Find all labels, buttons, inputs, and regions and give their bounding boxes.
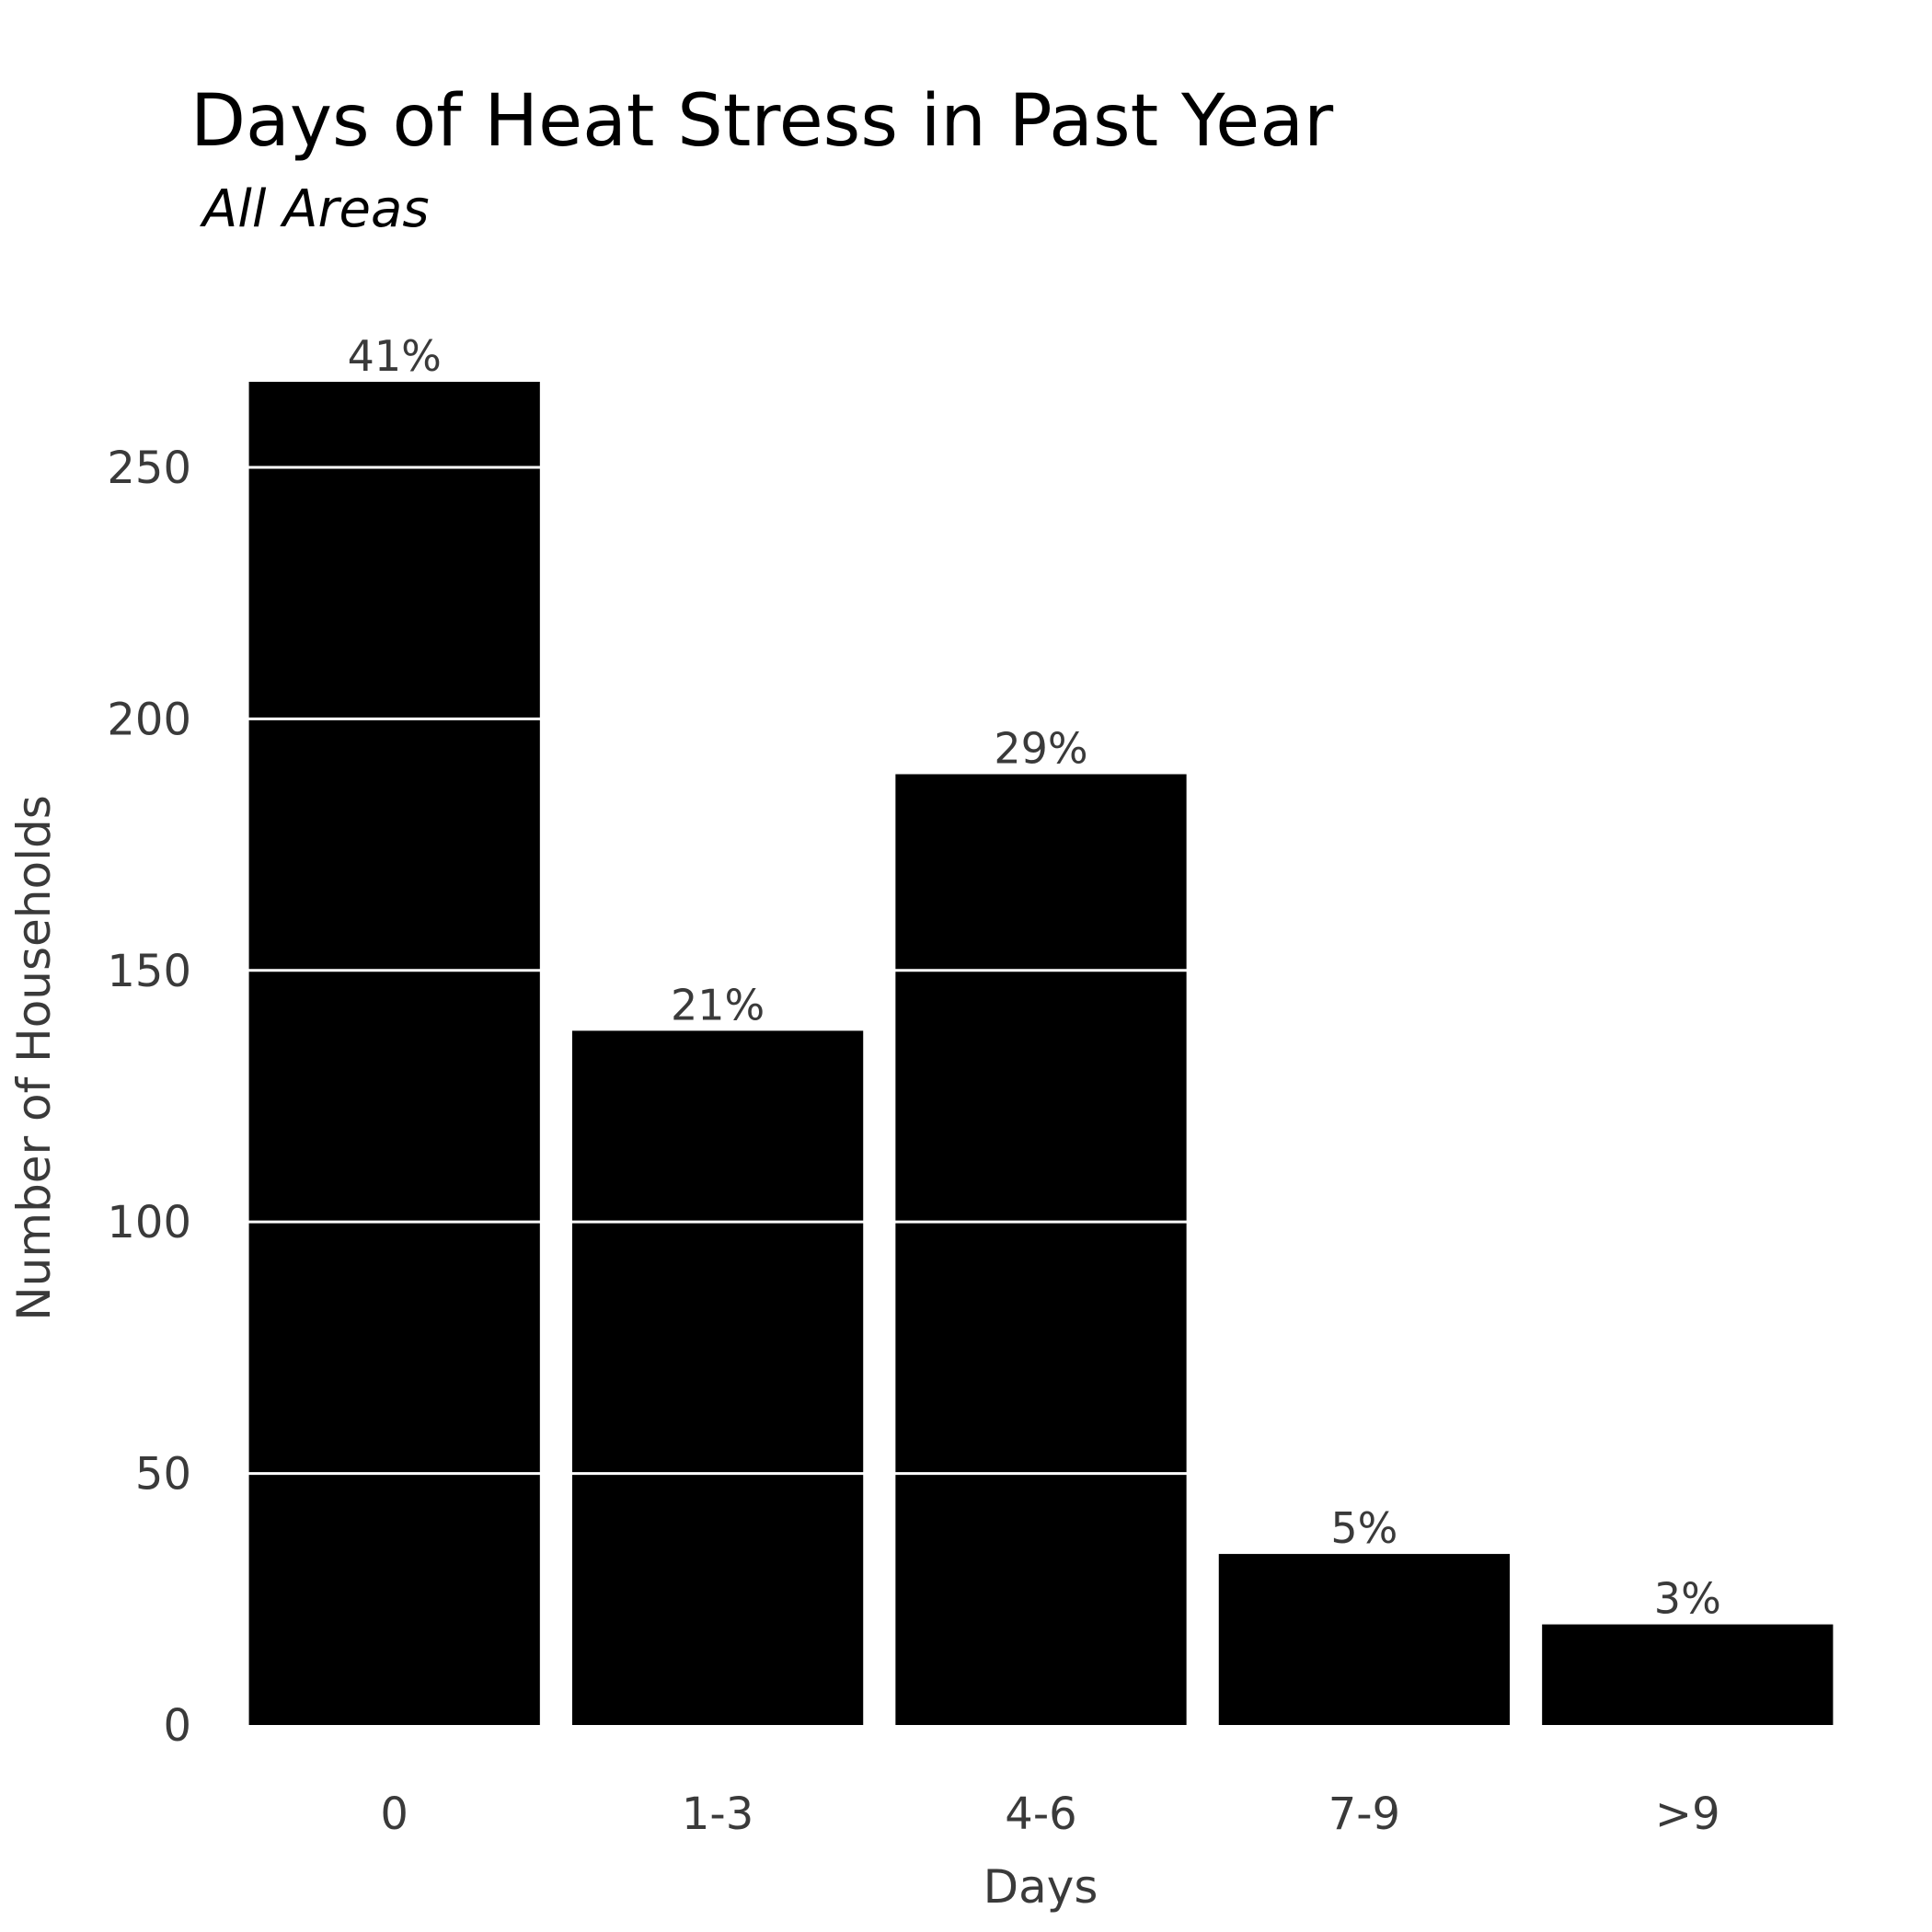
bar-value-label-1: 21%: [671, 980, 765, 1029]
data-labels: 41% 21% 29% 5% 3%: [348, 331, 1721, 1624]
y-tick-label-150: 150: [107, 946, 191, 997]
bar-value-label-0: 41%: [348, 331, 442, 381]
x-tick-label-1: 1-3: [682, 1788, 753, 1840]
bar-0: [248, 382, 540, 1725]
bar-value-label-2: 29%: [994, 724, 1087, 774]
y-axis-label: Number of Households: [7, 795, 61, 1320]
plot-area: [248, 382, 1834, 1725]
y-tick-label-250: 250: [107, 443, 191, 494]
y-tick-label-200: 200: [107, 694, 191, 745]
y-tick-label-0: 0: [163, 1700, 191, 1752]
bar-2: [895, 774, 1187, 1725]
x-axis-label: Days: [983, 1860, 1098, 1914]
bar-value-label-3: 5%: [1330, 1503, 1397, 1553]
y-axis: 0 50 100 150 200 250: [107, 443, 191, 1752]
y-tick-label-50: 50: [135, 1449, 191, 1501]
gridlines: [233, 466, 1849, 1476]
chart-title: Days of Heat Stress in Past Year: [190, 80, 1334, 163]
chart-subtitle: All Areas: [200, 179, 430, 239]
x-axis: 0 1-3 4-6 7-9 >9: [380, 1788, 1719, 1840]
y-tick-label-100: 100: [107, 1197, 191, 1248]
x-tick-label-0: 0: [380, 1788, 408, 1840]
x-tick-label-2: 4-6: [1005, 1788, 1076, 1840]
bar-value-label-4: 3%: [1654, 1574, 1721, 1624]
x-tick-label-3: 7-9: [1328, 1788, 1400, 1840]
bar-3: [1218, 1554, 1511, 1725]
x-tick-label-4: >9: [1655, 1788, 1720, 1840]
bar-1: [571, 1030, 864, 1725]
bar-4: [1542, 1624, 1834, 1725]
